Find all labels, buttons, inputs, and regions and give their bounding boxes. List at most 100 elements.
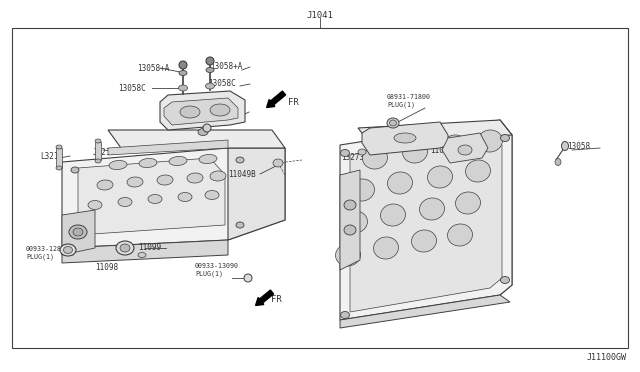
Ellipse shape: [394, 133, 416, 143]
Polygon shape: [340, 120, 512, 320]
Ellipse shape: [358, 149, 366, 155]
Ellipse shape: [187, 173, 203, 183]
FancyArrow shape: [255, 290, 273, 305]
Polygon shape: [62, 148, 285, 248]
Ellipse shape: [60, 244, 76, 256]
Text: 13058: 13058: [567, 141, 590, 151]
Ellipse shape: [203, 124, 211, 132]
Ellipse shape: [381, 204, 406, 226]
Ellipse shape: [442, 135, 467, 157]
Ellipse shape: [76, 232, 84, 238]
Text: J1041: J1041: [307, 10, 333, 19]
Ellipse shape: [71, 167, 79, 173]
Ellipse shape: [95, 139, 101, 143]
Polygon shape: [56, 148, 62, 168]
Polygon shape: [95, 142, 101, 160]
Text: 11049B: 11049B: [228, 170, 256, 179]
Ellipse shape: [388, 172, 412, 194]
FancyArrow shape: [267, 91, 285, 108]
Ellipse shape: [412, 230, 436, 252]
Polygon shape: [500, 120, 512, 295]
Ellipse shape: [403, 141, 428, 163]
Text: J11100GW: J11100GW: [587, 353, 627, 362]
Text: FR: FR: [288, 97, 299, 106]
Ellipse shape: [500, 276, 509, 283]
Ellipse shape: [561, 141, 568, 151]
Ellipse shape: [340, 311, 349, 318]
Ellipse shape: [236, 222, 244, 228]
Polygon shape: [228, 148, 285, 240]
Ellipse shape: [335, 244, 360, 266]
Ellipse shape: [148, 195, 162, 203]
Ellipse shape: [109, 160, 127, 170]
Ellipse shape: [206, 67, 214, 73]
Text: 13058+A: 13058+A: [137, 64, 170, 73]
Ellipse shape: [179, 71, 187, 76]
Text: L3213: L3213: [40, 151, 63, 160]
Polygon shape: [350, 132, 502, 312]
Bar: [12, 28, 628, 348]
Ellipse shape: [205, 190, 219, 199]
Ellipse shape: [344, 225, 356, 235]
Ellipse shape: [210, 171, 226, 181]
Ellipse shape: [198, 128, 208, 135]
Ellipse shape: [349, 179, 374, 201]
Ellipse shape: [95, 159, 101, 163]
Ellipse shape: [63, 247, 72, 253]
Ellipse shape: [374, 237, 399, 259]
Ellipse shape: [56, 166, 62, 170]
Ellipse shape: [420, 198, 444, 220]
Ellipse shape: [555, 158, 561, 166]
Polygon shape: [62, 210, 95, 255]
Ellipse shape: [118, 198, 132, 206]
Polygon shape: [358, 120, 512, 143]
Polygon shape: [340, 295, 510, 328]
Ellipse shape: [342, 211, 367, 233]
Ellipse shape: [340, 150, 349, 157]
Ellipse shape: [157, 175, 173, 185]
Ellipse shape: [344, 200, 356, 210]
Ellipse shape: [199, 154, 217, 164]
Polygon shape: [108, 130, 285, 148]
Text: 13273: 13273: [341, 153, 364, 161]
Ellipse shape: [500, 135, 509, 141]
Text: 08931-71800
PLUG(1): 08931-71800 PLUG(1): [387, 94, 431, 108]
Ellipse shape: [69, 225, 87, 239]
Ellipse shape: [458, 145, 472, 155]
Ellipse shape: [179, 61, 187, 69]
Ellipse shape: [387, 118, 399, 128]
Ellipse shape: [97, 180, 113, 190]
Text: 00933-13090
PLUG(1): 00933-13090 PLUG(1): [195, 263, 239, 277]
Ellipse shape: [56, 145, 62, 149]
Text: 13058+A: 13058+A: [210, 61, 243, 71]
Text: 11099: 11099: [138, 243, 161, 251]
Ellipse shape: [210, 104, 230, 116]
Ellipse shape: [236, 157, 244, 163]
Text: 11098: 11098: [95, 263, 118, 273]
Ellipse shape: [139, 158, 157, 167]
Polygon shape: [340, 170, 360, 270]
Text: FR: FR: [271, 295, 282, 305]
Ellipse shape: [206, 57, 214, 65]
Ellipse shape: [205, 83, 214, 89]
Polygon shape: [78, 158, 225, 235]
Polygon shape: [108, 140, 228, 155]
Ellipse shape: [116, 241, 134, 255]
Ellipse shape: [179, 85, 188, 91]
Ellipse shape: [138, 253, 146, 257]
Ellipse shape: [390, 120, 397, 126]
Text: 13058C: 13058C: [208, 78, 236, 87]
Text: 11024A: 11024A: [430, 145, 458, 154]
Polygon shape: [160, 91, 245, 130]
Ellipse shape: [477, 130, 502, 152]
Ellipse shape: [178, 192, 192, 202]
Ellipse shape: [465, 160, 490, 182]
Ellipse shape: [180, 106, 200, 118]
Ellipse shape: [73, 228, 83, 236]
Text: 11024A: 11024A: [214, 106, 242, 115]
Polygon shape: [442, 133, 488, 163]
Ellipse shape: [169, 157, 187, 166]
Ellipse shape: [362, 147, 387, 169]
Ellipse shape: [127, 177, 143, 187]
Text: 00933-1281A
PLUG(1): 00933-1281A PLUG(1): [26, 246, 70, 260]
